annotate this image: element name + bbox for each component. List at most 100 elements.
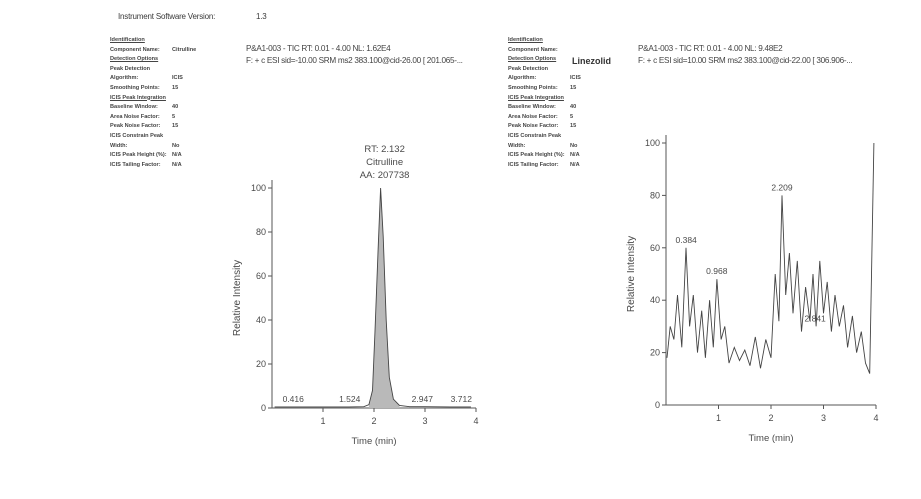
peak-label: 2.209 [771,182,793,192]
panel-key: ICIS Tailing Factor: [508,161,559,168]
panel-key: Peak Noise Factor: [508,123,559,130]
panel-key: Width: [110,142,128,149]
y-tick-label: 80 [650,190,660,200]
x-tick-label: 1 [716,413,721,423]
panel-value: 15 [172,123,179,130]
panel-row: Peak Noise Factor: 15 [508,122,581,132]
y-tick-label: 20 [256,359,266,369]
panel-row: Baseline Window: 40 [110,103,196,113]
panel-row: ICIS Constrain Peak [110,132,196,142]
panel-row: Width: No [508,142,581,152]
panel-row: Smoothing Points: 15 [508,84,581,94]
panel-key: ICIS Peak Height (%): [508,152,565,159]
series-line [274,187,471,408]
y-tick-label: 0 [655,400,660,410]
y-tick-label: 0 [261,403,266,413]
panel-key: Detection Options [508,56,557,63]
panel-value: N/A [570,161,580,168]
panel-key: Smoothing Points: [110,84,160,91]
panel-key: ICIS Peak Integration [110,94,166,101]
panel-value: 15 [172,84,179,91]
panel-row: ICIS Peak Height (%): N/A [508,151,581,161]
panel-row: Detection Options [508,55,581,65]
x-tick-label: 4 [873,413,878,423]
panel-row: Baseline Window: 40 [508,103,581,113]
panel-row: ICIS Peak Integration [508,94,581,104]
x-tick-label: 3 [422,416,427,426]
peak-label: 0.968 [706,266,728,276]
panel-value: ICIS [570,75,581,82]
panel-value: N/A [172,152,182,159]
panel-key: Peak Detection [110,65,151,72]
panel-key: Area Noise Factor: [110,113,160,120]
right-processing-panel: Identification Component Name: Detection O… [508,36,581,170]
peak-annotation: RT: 2.132 [364,144,405,155]
panel-key: Identification [508,37,543,43]
panel-key: Smoothing Points: [508,84,558,91]
panel-row: Component Name: [508,46,581,56]
panel-key: Peak Detection [508,65,549,72]
peak-annotation: AA: 207738 [360,170,410,181]
panel-row: Identification [110,36,196,46]
panel-value: 5 [570,113,574,120]
x-axis-label: Time (min) [748,433,793,444]
panel-row: Smoothing Points: 15 [110,84,196,94]
x-tick-label: 4 [473,416,478,426]
panel-key: Width: [508,142,526,149]
software-version-value: 1.3 [256,12,267,21]
panel-value: 40 [172,104,179,111]
y-tick-label: 40 [256,315,266,325]
y-tick-label: 60 [256,271,266,281]
y-tick-label: 60 [650,243,660,253]
chart2-header-line1: P&A1-003 - TIC RT: 0.01 - 4.00 NL: 9.48E… [638,44,783,53]
y-tick-label: 40 [650,295,660,305]
panel-key: ICIS Constrain Peak [508,132,562,139]
panel-value: 15 [570,123,577,130]
y-axis-label: Relative Intensity [626,236,637,312]
panel-value: N/A [172,161,182,168]
software-version-label: Instrument Software Version: [118,12,216,21]
peak-label: 0.416 [283,394,305,404]
panel-row: Peak Detection [508,65,581,75]
peak-label: 2.947 [412,394,434,404]
panel-key: Algorithm: [508,75,537,82]
panel-row: ICIS Tailing Factor: N/A [508,161,581,171]
panel-row: Width: No [110,142,196,152]
panel-key: Component Name: [110,46,160,53]
chart1-header-line1: P&A1-003 - TIC RT: 0.01 - 4.00 NL: 1.62E… [246,44,391,53]
panel-key: ICIS Tailing Factor: [110,161,161,168]
peak-area [368,188,400,408]
panel-key: ICIS Peak Height (%): [110,152,167,159]
panel-row: Detection Options [110,55,196,65]
panel-value: Citrulline [172,46,197,53]
panel-row: Area Noise Factor: 5 [110,113,196,123]
peak-label: 3.712 [451,394,473,404]
chart1-header-line2: F: + c ESI sid=-10.00 SRM ms2 383.100@ci… [246,56,463,65]
left-processing-panel: Identification Component Name: Citrulline D… [110,36,196,170]
y-axis-label: Relative Intensity [232,260,243,336]
panel-row: Peak Noise Factor: 15 [110,122,196,132]
panel-row: ICIS Constrain Peak [508,132,581,142]
panel-row: ICIS Peak Height (%): N/A [110,151,196,161]
panel-key: Peak Noise Factor: [110,123,161,130]
panel-key: Area Noise Factor: [508,113,558,120]
right-component-name: Linezolid [572,56,611,66]
peak-annotation: Citrulline [366,157,403,168]
panel-key: ICIS Peak Integration [508,94,564,101]
panel-value: 15 [570,84,577,91]
panel-row: Algorithm: ICIS [508,74,581,84]
series-line [666,142,875,374]
y-tick-label: 100 [645,138,660,148]
x-axis-label: Time (min) [351,436,396,447]
panel-row: Component Name: Citrulline [110,46,196,56]
panel-row: Identification [508,36,581,46]
panel-value: No [570,142,578,149]
x-tick-label: 3 [821,413,826,423]
panel-key: ICIS Constrain Peak [110,132,164,139]
panel-row: Area Noise Factor: 5 [508,113,581,123]
x-tick-label: 2 [768,413,773,423]
panel-value: No [172,142,180,149]
panel-key: Baseline Window: [508,104,556,111]
panel-key: Algorithm: [110,75,139,82]
